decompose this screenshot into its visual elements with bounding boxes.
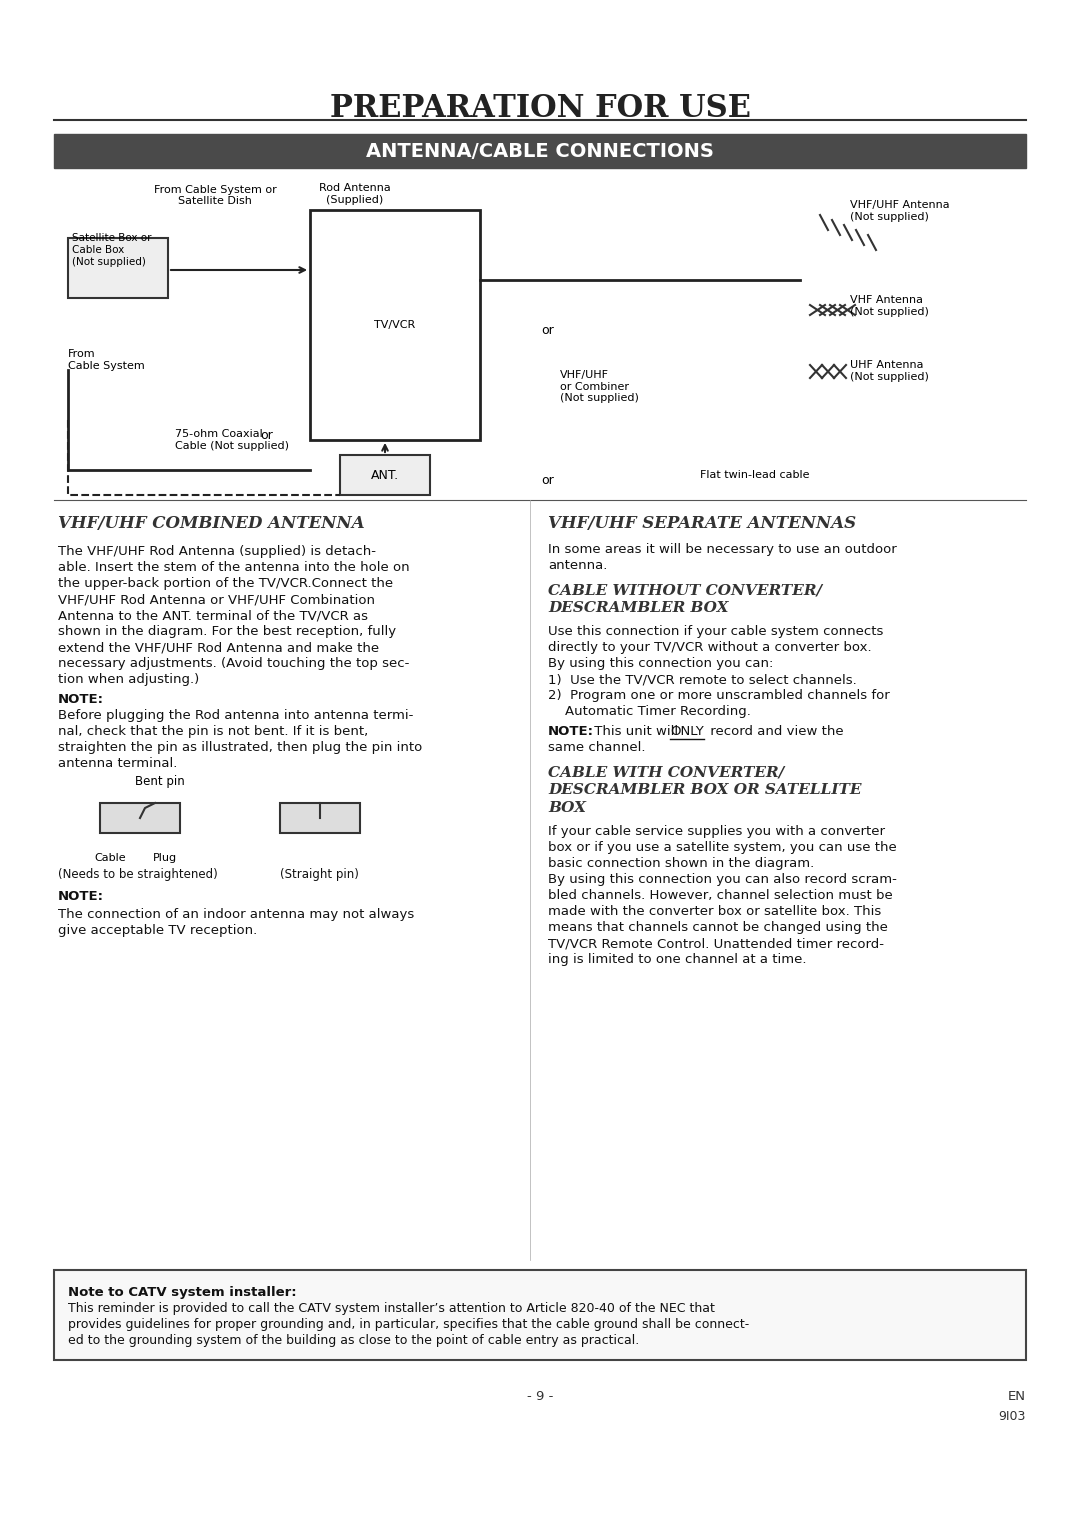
Text: TV/VCR Remote Control. Unattended timer record-: TV/VCR Remote Control. Unattended timer … xyxy=(548,937,885,950)
Text: antenna terminal.: antenna terminal. xyxy=(58,756,177,770)
Text: Cable: Cable xyxy=(94,853,125,863)
Bar xyxy=(340,455,430,495)
Text: record and view the: record and view the xyxy=(706,724,843,738)
Text: (Straight pin): (Straight pin) xyxy=(280,868,359,882)
Text: straighten the pin as illustrated, then plug the pin into: straighten the pin as illustrated, then … xyxy=(58,741,422,753)
Text: give acceptable TV reception.: give acceptable TV reception. xyxy=(58,924,257,937)
Text: NOTE:: NOTE: xyxy=(548,724,594,738)
Text: TV/VCR: TV/VCR xyxy=(375,319,416,330)
Text: - 9 -: - 9 - xyxy=(527,1390,553,1403)
Text: VHF/UHF SEPARATE ANTENNAS: VHF/UHF SEPARATE ANTENNAS xyxy=(548,515,856,532)
Text: antenna.: antenna. xyxy=(548,559,607,571)
Text: directly to your TV/VCR without a converter box.: directly to your TV/VCR without a conver… xyxy=(548,642,872,654)
Text: Use this connection if your cable system connects: Use this connection if your cable system… xyxy=(548,625,883,639)
Text: DESCRAMBLER BOX OR SATELLITE: DESCRAMBLER BOX OR SATELLITE xyxy=(548,782,862,798)
Bar xyxy=(310,209,480,440)
Text: provides guidelines for proper grounding and, in particular, specifies that the : provides guidelines for proper grounding… xyxy=(68,1319,750,1331)
Text: ONLY: ONLY xyxy=(670,724,704,738)
Text: NOTE:: NOTE: xyxy=(58,694,104,706)
Text: the upper-back portion of the TV/VCR.Connect the: the upper-back portion of the TV/VCR.Con… xyxy=(58,578,393,590)
Text: PREPARATION FOR USE: PREPARATION FOR USE xyxy=(329,93,751,124)
Text: or: or xyxy=(260,428,273,442)
Text: made with the converter box or satellite box. This: made with the converter box or satellite… xyxy=(548,905,881,918)
Bar xyxy=(54,1270,1026,1360)
Text: shown in the diagram. For the best reception, fully: shown in the diagram. For the best recep… xyxy=(58,625,396,639)
Text: bled channels. However, channel selection must be: bled channels. However, channel selectio… xyxy=(548,889,893,902)
Text: box or if you use a satellite system, you can use the: box or if you use a satellite system, yo… xyxy=(548,840,896,854)
Text: 2)  Program one or more unscrambled channels for: 2) Program one or more unscrambled chann… xyxy=(548,689,890,701)
Text: ANTENNA/CABLE CONNECTIONS: ANTENNA/CABLE CONNECTIONS xyxy=(366,142,714,160)
Text: DESCRAMBLER BOX: DESCRAMBLER BOX xyxy=(548,601,729,614)
Text: From Cable System or: From Cable System or xyxy=(153,185,276,196)
Text: VHF/UHF Antenna
(Not supplied): VHF/UHF Antenna (Not supplied) xyxy=(850,200,949,222)
Text: Flat twin-lead cable: Flat twin-lead cable xyxy=(700,471,810,480)
Text: Rod Antenna
(Supplied): Rod Antenna (Supplied) xyxy=(319,183,391,205)
Text: NOTE:: NOTE: xyxy=(58,889,104,903)
Text: EN: EN xyxy=(1008,1390,1026,1403)
Text: means that channels cannot be changed using the: means that channels cannot be changed us… xyxy=(548,921,888,934)
Text: UHF Antenna
(Not supplied): UHF Antenna (Not supplied) xyxy=(850,361,929,382)
Text: or: or xyxy=(542,474,554,486)
Text: Antenna to the ANT. terminal of the TV/VCR as: Antenna to the ANT. terminal of the TV/V… xyxy=(58,610,368,622)
Text: 1)  Use the TV/VCR remote to select channels.: 1) Use the TV/VCR remote to select chann… xyxy=(548,672,856,686)
Text: Automatic Timer Recording.: Automatic Timer Recording. xyxy=(548,704,751,718)
Text: VHF/UHF COMBINED ANTENNA: VHF/UHF COMBINED ANTENNA xyxy=(58,515,365,532)
Text: basic connection shown in the diagram.: basic connection shown in the diagram. xyxy=(548,857,814,869)
Text: 75-ohm Coaxial
Cable (Not supplied): 75-ohm Coaxial Cable (Not supplied) xyxy=(175,429,289,451)
Text: necessary adjustments. (Avoid touching the top sec-: necessary adjustments. (Avoid touching t… xyxy=(58,657,409,669)
Text: (Needs to be straightened): (Needs to be straightened) xyxy=(58,868,218,882)
Bar xyxy=(68,238,168,298)
Text: CABLE WITHOUT CONVERTER/: CABLE WITHOUT CONVERTER/ xyxy=(548,584,822,597)
Text: Bent pin: Bent pin xyxy=(135,775,185,788)
Text: By using this connection you can also record scram-: By using this connection you can also re… xyxy=(548,872,896,886)
Text: tion when adjusting.): tion when adjusting.) xyxy=(58,672,199,686)
Text: Before plugging the Rod antenna into antenna termi-: Before plugging the Rod antenna into ant… xyxy=(58,709,414,723)
Text: ing is limited to one channel at a time.: ing is limited to one channel at a time. xyxy=(548,953,807,966)
Text: Note to CATV system installer:: Note to CATV system installer: xyxy=(68,1287,297,1299)
Text: Plug: Plug xyxy=(153,853,177,863)
Text: VHF/UHF
or Combiner
(Not supplied): VHF/UHF or Combiner (Not supplied) xyxy=(561,370,639,403)
Text: The connection of an indoor antenna may not always: The connection of an indoor antenna may … xyxy=(58,908,415,921)
Text: CABLE WITH CONVERTER/: CABLE WITH CONVERTER/ xyxy=(548,766,784,779)
Text: ANT.: ANT. xyxy=(370,469,400,481)
Bar xyxy=(100,804,180,833)
Text: BOX: BOX xyxy=(548,801,586,814)
Text: The VHF/UHF Rod Antenna (supplied) is detach-: The VHF/UHF Rod Antenna (supplied) is de… xyxy=(58,545,376,558)
Bar xyxy=(54,134,1026,168)
Text: extend the VHF/UHF Rod Antenna and make the: extend the VHF/UHF Rod Antenna and make … xyxy=(58,642,379,654)
Text: From
Cable System: From Cable System xyxy=(68,350,145,371)
Text: This unit will: This unit will xyxy=(590,724,683,738)
Text: If your cable service supplies you with a converter: If your cable service supplies you with … xyxy=(548,825,885,837)
Text: Satellite Box or
Cable Box
(Not supplied): Satellite Box or Cable Box (Not supplied… xyxy=(72,234,151,266)
Text: VHF Antenna
(Not supplied): VHF Antenna (Not supplied) xyxy=(850,295,929,316)
Text: In some areas it will be necessary to use an outdoor: In some areas it will be necessary to us… xyxy=(548,542,896,556)
Text: This reminder is provided to call the CATV system installer’s attention to Artic: This reminder is provided to call the CA… xyxy=(68,1302,715,1316)
Text: able. Insert the stem of the antenna into the hole on: able. Insert the stem of the antenna int… xyxy=(58,561,409,575)
Text: same channel.: same channel. xyxy=(548,741,646,753)
Text: VHF/UHF Rod Antenna or VHF/UHF Combination: VHF/UHF Rod Antenna or VHF/UHF Combinati… xyxy=(58,593,375,607)
Text: ed to the grounding system of the building as close to the point of cable entry : ed to the grounding system of the buildi… xyxy=(68,1334,639,1348)
Text: or: or xyxy=(542,324,554,336)
Text: Satellite Dish: Satellite Dish xyxy=(178,196,252,206)
Text: nal, check that the pin is not bent. If it is bent,: nal, check that the pin is not bent. If … xyxy=(58,724,368,738)
Text: 9I03: 9I03 xyxy=(999,1410,1026,1423)
Text: By using this connection you can:: By using this connection you can: xyxy=(548,657,773,669)
Bar xyxy=(280,804,360,833)
